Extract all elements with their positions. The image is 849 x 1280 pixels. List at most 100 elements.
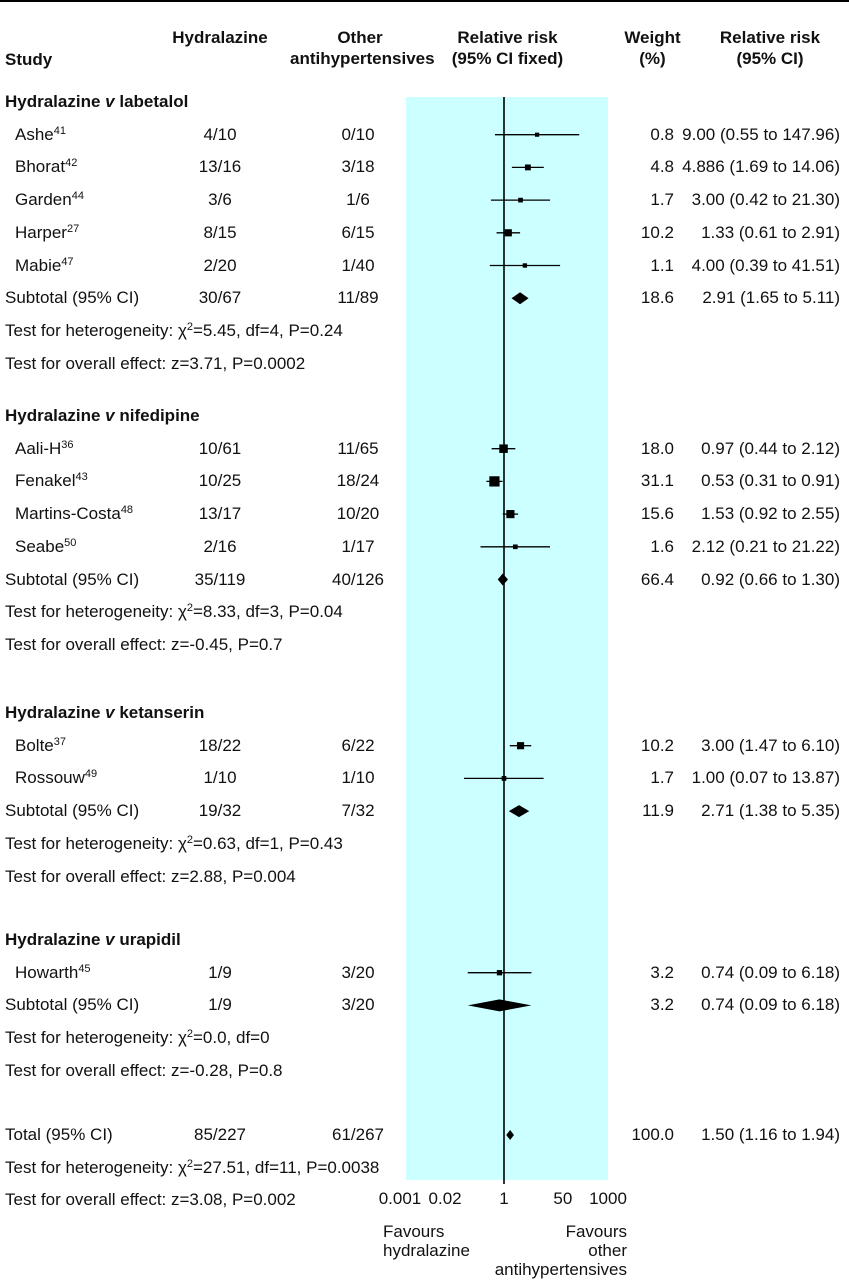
study-0-2-name: Garden44 (15, 190, 84, 210)
chi-sup: 2 (186, 320, 193, 333)
study-ref: 42 (65, 157, 78, 170)
study-1-3-rr-text: 2.12 (0.21 to 21.22) (691, 536, 840, 556)
study-name: Ashe (15, 124, 54, 144)
heterogeneity-1: Test for heterogeneity: χ2=8.33, df=3, P… (5, 602, 343, 622)
chi-symbol: χ (177, 602, 187, 622)
x-tick-label-4: 1000 (589, 1189, 627, 1208)
chi-symbol: χ (177, 320, 187, 340)
study-ref: 43 (75, 471, 88, 484)
study-1-3-weight: 1.6 (650, 536, 674, 556)
study-0-2-weight: 1.7 (650, 190, 674, 210)
study-name: Howarth (15, 962, 79, 982)
subtotal-0-oth: 11/89 (337, 288, 379, 308)
chi-sup: 2 (186, 833, 193, 846)
het-post: =5.45, df=4, P=0.24 (193, 320, 343, 340)
subtotal-label-2: Subtotal (95% CI) (5, 801, 140, 821)
study-0-0-weight: 0.8 (650, 124, 674, 144)
subtotal-1-diamond (497, 573, 508, 586)
chi-sup: 2 (186, 602, 193, 615)
subtotal-1-weight: 66.4 (640, 569, 674, 589)
study-1-2-rr-text: 1.53 (0.92 to 2.55) (701, 504, 840, 524)
study-1-2-name: Martins-Costa48 (15, 504, 133, 524)
total-hyd: 85/227 (194, 1125, 246, 1144)
study-0-0-oth: 0/10 (341, 124, 375, 144)
het-post: =0.0, df=0 (193, 1028, 270, 1048)
study-0-3-oth: 6/15 (341, 222, 375, 242)
favours-right: Favours other antihypertensives (460, 1222, 627, 1279)
het-pre: Test for heterogeneity: (5, 602, 178, 622)
subtotal-0-weight: 18.6 (640, 288, 674, 308)
subtotal-2-oth: 7/32 (341, 801, 375, 821)
study-0-4-weight: 1.1 (650, 255, 674, 275)
chi-symbol: χ (177, 833, 187, 853)
study-0-0-hyd: 4/10 (203, 124, 237, 144)
study-0-2-oth: 1/6 (346, 190, 370, 210)
subtotal-1-rr-text: 0.92 (0.66 to 1.30) (701, 569, 840, 589)
heterogeneity-0: Test for heterogeneity: χ2=5.45, df=4, P… (5, 321, 343, 341)
study-0-1-name: Bhorat42 (15, 157, 77, 177)
x-tick-label-0: 0.001 (378, 1189, 422, 1208)
heterogeneity-2: Test for heterogeneity: χ2=0.63, df=1, P… (5, 834, 343, 854)
study-0-4-oth: 1/40 (341, 255, 375, 275)
study-3-0-rr-text: 0.74 (0.09 to 6.18) (701, 962, 840, 982)
study-0-3-name: Harper27 (15, 223, 79, 243)
study-name: Martins-Costa (15, 504, 121, 524)
study-0-0-rr-text: 9.00 (0.55 to 147.96) (682, 124, 840, 144)
study-3-0-point (496, 970, 503, 976)
total-diamond (506, 1130, 514, 1140)
x-tick-label-2: 1 (499, 1189, 509, 1208)
subtotal-3-weight: 3.2 (650, 995, 674, 1015)
study-0-3-point (504, 229, 512, 237)
study-1-1-hyd: 10/25 (198, 471, 242, 491)
study-0-1-hyd: 13/16 (198, 157, 242, 177)
favours-left-line2: hydralazine (383, 1241, 470, 1260)
total-oth: 61/267 (332, 1125, 384, 1144)
study-0-2-rr-text: 3.00 (0.42 to 21.30) (691, 190, 840, 210)
total-rr-text: 1.50 (1.16 to 1.94) (701, 1125, 840, 1144)
study-2-0-point (516, 742, 525, 750)
header-rr-plot-line2: (95% CI fixed) (451, 49, 564, 68)
overall-effect-1: Test for overall effect: z=-0.45, P=0.7 (5, 634, 283, 654)
group-title-pre: Hydralazine (5, 930, 106, 949)
group-title-0: Hydralazine v labetalol (5, 92, 188, 112)
group-title-pre: Hydralazine (5, 703, 106, 722)
study-ref: 49 (84, 768, 98, 781)
study-2-0-hyd: 18/22 (198, 735, 242, 755)
study-name: Harper (15, 222, 67, 242)
study-0-3-rr-text: 1.33 (0.61 to 2.91) (701, 222, 840, 242)
study-0-3-hyd: 8/15 (203, 222, 237, 242)
heterogeneity-3: Test for heterogeneity: χ2=0.0, df=0 (5, 1028, 270, 1048)
group-title-v: v (105, 703, 115, 722)
subtotal-0-hyd: 30/67 (198, 288, 242, 308)
study-ref: 50 (64, 536, 77, 549)
study-name: Seabe (15, 536, 65, 556)
x-tick-label-1: 0.02 (428, 1189, 462, 1208)
header-weight-line2: (%) (639, 49, 666, 68)
het-post: =27.51, df=11, P=0.0038 (193, 1157, 380, 1177)
overall-effect-3: Test for overall effect: z=-0.28, P=0.8 (5, 1060, 283, 1080)
study-name: Bolte (15, 735, 54, 755)
subtotal-3-diamond (467, 999, 532, 1012)
study-2-1-weight: 1.7 (650, 768, 674, 788)
group-title-pre: Hydralazine (5, 92, 106, 111)
study-name: Rossouw (15, 768, 85, 788)
het-pre: Test for heterogeneity: (5, 320, 178, 340)
study-1-0-hyd: 10/61 (198, 438, 242, 458)
plot-band (406, 97, 608, 1180)
group-title-post: labetalol (114, 92, 189, 111)
study-name: Fenakel (15, 471, 76, 491)
study-name: Mabie (15, 255, 62, 275)
header-other: Other antihypertensives (290, 27, 435, 69)
het-post: =8.33, df=3, P=0.04 (193, 602, 343, 622)
study-1-1-name: Fenakel43 (15, 471, 88, 491)
subtotal-3-rr-text: 0.74 (0.09 to 6.18) (701, 995, 840, 1015)
group-title-post: urapidil (114, 930, 181, 949)
study-1-2-oth: 10/20 (336, 504, 380, 524)
study-2-1-oth: 1/10 (341, 768, 375, 788)
het-pre: Test for heterogeneity: (5, 1028, 178, 1048)
study-ref: 27 (66, 222, 80, 235)
x-tick-label-3: 50 (553, 1189, 573, 1208)
favours-right-line2: other (588, 1241, 627, 1260)
study-2-0-weight: 10.2 (640, 735, 674, 755)
